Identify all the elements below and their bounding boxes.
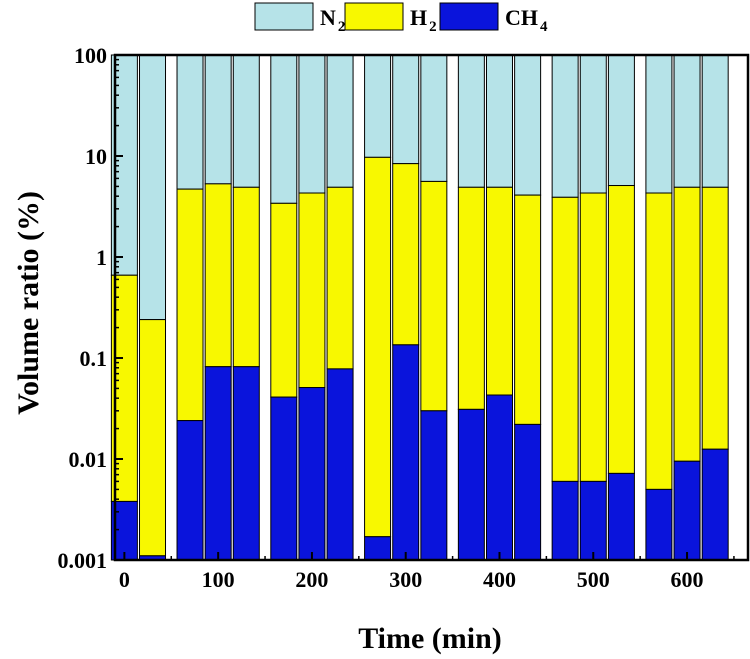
bar-h2-13 [514, 194, 542, 425]
bar-n2-16 [607, 54, 635, 187]
x-axis-ticks: 0 100 200 300 400 500 600 [119, 552, 735, 592]
legend-swatch-n2 [254, 2, 314, 31]
bar-h2-6 [298, 192, 326, 389]
bar-n2-15 [579, 54, 607, 194]
bar-ch4-7 [326, 368, 354, 561]
bar-n2-2 [176, 54, 204, 190]
bar-h2-12 [485, 186, 513, 396]
bar-h2-19 [701, 186, 729, 450]
bar-n2-8 [364, 54, 392, 158]
x-tick-label: 600 [671, 567, 704, 592]
bar-n2-11 [457, 54, 485, 188]
axes-box [113, 53, 750, 562]
bar-ch4-12 [485, 394, 513, 561]
bar-ch4-10 [420, 410, 448, 561]
y-tick-label: 0.01 [69, 447, 108, 472]
bar-n2-12 [485, 54, 513, 188]
x-tick-label: 400 [483, 567, 516, 592]
bar-h2-15 [579, 192, 607, 482]
bar-ch4-16 [607, 472, 635, 561]
bar-h2-18 [673, 186, 701, 462]
bar-h2-11 [457, 186, 485, 410]
bar-ch4-6 [298, 387, 326, 561]
bar-n2-13 [514, 54, 542, 196]
legend-swatch-ch4 [439, 2, 499, 31]
bar-h2-14 [551, 196, 579, 482]
bar-n2-4 [232, 54, 260, 188]
bar-n2-6 [298, 54, 326, 194]
bar-ch4-9 [392, 344, 420, 561]
bar-ch4-19 [701, 448, 729, 561]
bar-n2-10 [420, 54, 448, 182]
bar-ch4-2 [176, 420, 204, 561]
y-tick-label: 100 [74, 43, 107, 68]
bar-h2-4 [232, 186, 260, 368]
bars-group [110, 54, 729, 561]
legend-label-ch4: CH 4 [505, 5, 548, 35]
y-tick-label: 0.001 [58, 548, 108, 573]
bar-n2-1 [139, 54, 167, 321]
legend: N 2 H 2 CH 4 [254, 2, 548, 35]
bar-ch4-17 [645, 488, 673, 561]
y-axis-title: Volume ratio (%) [12, 191, 45, 415]
bar-h2-9 [392, 163, 420, 346]
bar-n2-9 [392, 54, 420, 165]
bar-ch4-13 [514, 423, 542, 561]
bar-h2-16 [607, 185, 635, 474]
legend-swatch-h2 [344, 2, 404, 31]
y-tick-label: 1 [96, 245, 107, 270]
bar-ch4-15 [579, 480, 607, 561]
bar-n2-3 [204, 54, 232, 185]
x-axis-title: Time (min) [358, 622, 502, 655]
bar-ch4-4 [232, 366, 260, 561]
bar-ch4-5 [270, 396, 298, 561]
bar-h2-10 [420, 180, 448, 412]
x-tick-label: 200 [295, 567, 328, 592]
bar-n2-19 [701, 54, 729, 188]
x-tick-label: 500 [577, 567, 610, 592]
plot-frame [113, 53, 750, 562]
bar-n2-7 [326, 54, 354, 188]
bar-ch4-11 [457, 408, 485, 561]
bar-h2-1 [139, 319, 167, 557]
bar-n2-5 [270, 54, 298, 204]
y-tick-label: 0.1 [80, 346, 108, 371]
bar-h2-17 [645, 192, 673, 490]
x-tick-label: 100 [202, 567, 235, 592]
bar-h2-8 [364, 156, 392, 538]
bar-n2-14 [551, 54, 579, 198]
x-tick-label: 300 [389, 567, 422, 592]
bar-ch4-3 [204, 366, 232, 561]
bar-h2-3 [204, 183, 232, 368]
bar-h2-5 [270, 202, 298, 398]
bar-h2-7 [326, 186, 354, 370]
y-tick-label: 10 [85, 144, 107, 169]
x-tick-label: 0 [119, 567, 130, 592]
bar-n2-17 [645, 54, 673, 194]
y-axis-ticks: 0.001 0.01 0.1 1 10 100 [58, 43, 123, 573]
bar-h2-2 [176, 188, 204, 422]
bar-ch4-8 [364, 536, 392, 561]
bar-n2-18 [673, 54, 701, 188]
bar-ch4-18 [673, 460, 701, 561]
bar-ch4-14 [551, 480, 579, 561]
